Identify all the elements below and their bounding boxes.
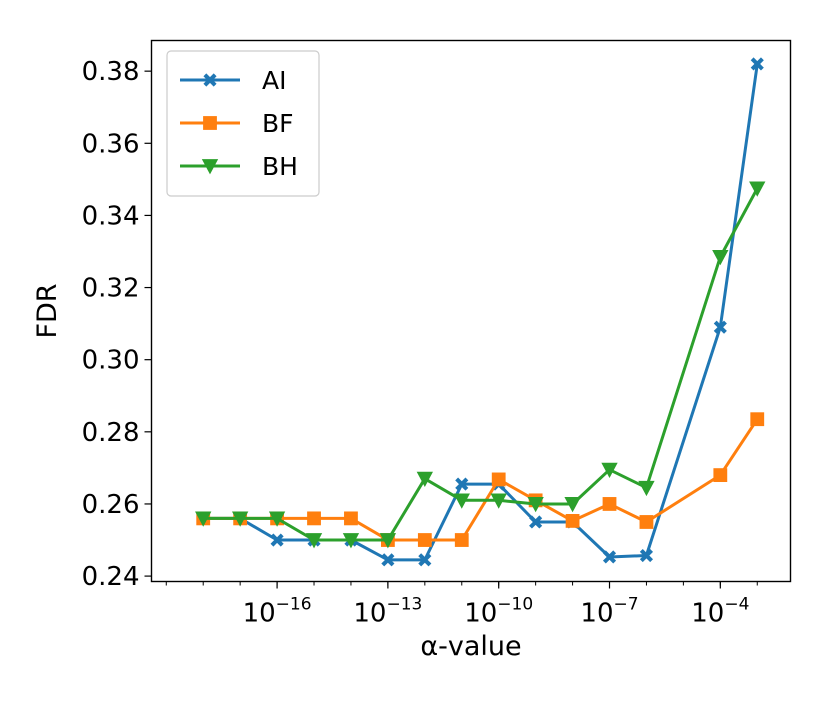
x-tick-label: 10−16 — [243, 595, 312, 629]
y-tick-label: 0.32 — [82, 274, 140, 304]
x-axis: 10−16 10−13 10−10 10−7 10−4 — [165, 581, 758, 629]
data-point-bf — [344, 511, 358, 526]
legend-label: BF — [262, 109, 294, 138]
data-point-bf — [713, 468, 728, 483]
data-point-bf — [602, 497, 617, 511]
y-axis-label: FDR — [32, 283, 63, 338]
data-point-ai — [529, 515, 543, 529]
series-line-bh — [203, 187, 759, 542]
data-point-bh — [601, 462, 618, 479]
legend: AI BF BH — [166, 50, 320, 197]
data-point-bh — [564, 497, 581, 513]
data-point-bf — [491, 472, 506, 487]
legend-label: AI — [262, 66, 286, 95]
data-point-bh — [342, 533, 360, 549]
data-point-bh — [305, 533, 323, 549]
data-point-ai — [750, 57, 764, 71]
data-point-ai — [602, 550, 617, 564]
legend-marker — [203, 116, 217, 130]
x-tick-label: 10−13 — [353, 595, 422, 629]
data-point-bh — [527, 497, 544, 513]
data-point-ai — [270, 533, 284, 547]
data-point-bh — [231, 511, 249, 527]
y-tick-label: 0.38 — [82, 57, 140, 87]
x-axis-label: α-value — [420, 631, 521, 662]
series-bf — [196, 412, 765, 547]
series-layer — [195, 57, 766, 567]
y-tick-label: 0.30 — [82, 346, 140, 376]
series-bh — [195, 181, 766, 549]
data-point-bh — [712, 249, 729, 266]
data-point-bh — [416, 471, 433, 488]
y-axis: 0.24 0.26 0.28 0.30 0.32 0.34 0.36 0.38 — [82, 57, 152, 592]
x-tick-label: 10−10 — [464, 595, 533, 629]
data-point-bh — [453, 493, 470, 509]
data-point-bh — [638, 480, 655, 497]
y-tick-label: 0.28 — [82, 418, 140, 448]
data-point-ai — [639, 548, 654, 563]
data-point-bh — [268, 511, 286, 527]
x-tick-label: 10−4 — [691, 595, 749, 629]
series-line-bf — [203, 418, 759, 542]
data-point-bf — [750, 412, 765, 427]
legend-label: BH — [262, 152, 298, 181]
data-point-bh — [195, 511, 212, 527]
x-tick-label: 10−7 — [580, 595, 638, 629]
data-point-bh — [379, 533, 397, 549]
data-point-ai — [455, 477, 469, 491]
data-point-bf — [565, 514, 580, 528]
legend-marker — [201, 159, 219, 175]
data-point-bf — [417, 533, 432, 547]
legend-marker — [203, 73, 217, 87]
data-point-ai — [713, 320, 727, 334]
data-point-bf — [454, 533, 469, 547]
data-point-bf — [307, 511, 321, 526]
y-tick-label: 0.24 — [82, 562, 140, 592]
y-tick-label: 0.34 — [82, 201, 140, 231]
data-point-bh — [490, 493, 507, 509]
data-point-bh — [749, 181, 766, 197]
data-point-ai — [381, 553, 395, 567]
y-tick-label: 0.26 — [82, 490, 140, 520]
plot-frame — [150, 39, 792, 583]
data-point-ai — [418, 553, 432, 567]
y-tick-label: 0.36 — [82, 129, 140, 159]
data-point-bf — [639, 515, 654, 529]
